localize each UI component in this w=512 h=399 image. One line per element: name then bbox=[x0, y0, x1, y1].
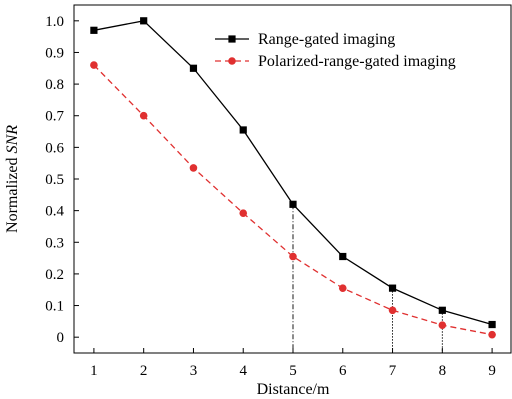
y-tick-label: 0.1 bbox=[45, 299, 64, 315]
series-0-point-5 bbox=[339, 252, 347, 261]
legend-label-1: Polarized-range-gated imaging bbox=[258, 53, 456, 70]
legend: Range-gated imaging Polarized-range-gated… bbox=[215, 31, 456, 70]
y-tick-label: 0.6 bbox=[45, 140, 64, 156]
x-tick-label: 5 bbox=[289, 363, 297, 379]
x-tick-label: 1 bbox=[90, 363, 98, 379]
y-tick-label: 0.2 bbox=[45, 267, 64, 283]
y-tick-label: 0.4 bbox=[45, 204, 64, 220]
x-tick-label: 4 bbox=[239, 363, 247, 379]
x-tick-label: 2 bbox=[140, 363, 148, 379]
y-tick-label: 0.5 bbox=[45, 172, 64, 188]
series-1-point-3 bbox=[239, 209, 248, 217]
vertical-guide-lines bbox=[292, 204, 443, 353]
y-axis-title-snr: SNR bbox=[4, 125, 21, 154]
series-1-point-1 bbox=[139, 111, 148, 120]
axis-ticks: 1 2 3 4 5 6 7 8 9 0 0.1 0.2 0.3 0.4 0.5 0.6 0.7 0.8 0.9 1.0 bbox=[45, 14, 496, 379]
x-tick-label: 3 bbox=[190, 363, 198, 379]
y-tick-label: 0 bbox=[57, 330, 65, 346]
series-1-point-4 bbox=[289, 252, 297, 261]
series-1-point-0 bbox=[90, 61, 98, 69]
series-line-1 bbox=[93, 64, 493, 336]
y-tick-label: 1.0 bbox=[45, 14, 64, 30]
y-axis-title: Normalized SNR bbox=[4, 125, 21, 233]
y-tick-label: 0.7 bbox=[45, 109, 64, 125]
series-0-point-2 bbox=[189, 64, 198, 72]
series-1-point-8 bbox=[488, 330, 496, 339]
series-0-point-7 bbox=[438, 306, 446, 314]
y-tick-label: 0.8 bbox=[45, 77, 64, 93]
legend-marker-1 bbox=[228, 57, 236, 65]
series-0-point-6 bbox=[388, 284, 397, 292]
x-axis-title: Distance/m bbox=[257, 381, 330, 398]
series-layer bbox=[90, 17, 496, 339]
x-tick-label: 7 bbox=[389, 363, 397, 379]
y-tick-label: 0.9 bbox=[45, 45, 64, 61]
y-tick-label: 0.3 bbox=[45, 235, 64, 251]
series-0-point-3 bbox=[239, 126, 247, 134]
series-0-point-8 bbox=[488, 320, 496, 329]
legend-marker-0 bbox=[228, 35, 236, 43]
series-1-point-6 bbox=[388, 306, 397, 315]
series-1-point-5 bbox=[338, 284, 347, 292]
x-tick-label: 9 bbox=[488, 363, 496, 379]
series-1-point-2 bbox=[189, 164, 198, 172]
x-tick-label: 6 bbox=[339, 363, 347, 379]
series-1-point-7 bbox=[438, 321, 447, 329]
series-0-point-1 bbox=[140, 17, 148, 25]
legend-label-0: Range-gated imaging bbox=[258, 31, 395, 48]
series-0-point-0 bbox=[90, 26, 98, 34]
series-0-point-4 bbox=[289, 200, 297, 208]
y-axis-title-prefix: Normalized bbox=[4, 153, 21, 233]
x-tick-label: 8 bbox=[439, 363, 447, 379]
